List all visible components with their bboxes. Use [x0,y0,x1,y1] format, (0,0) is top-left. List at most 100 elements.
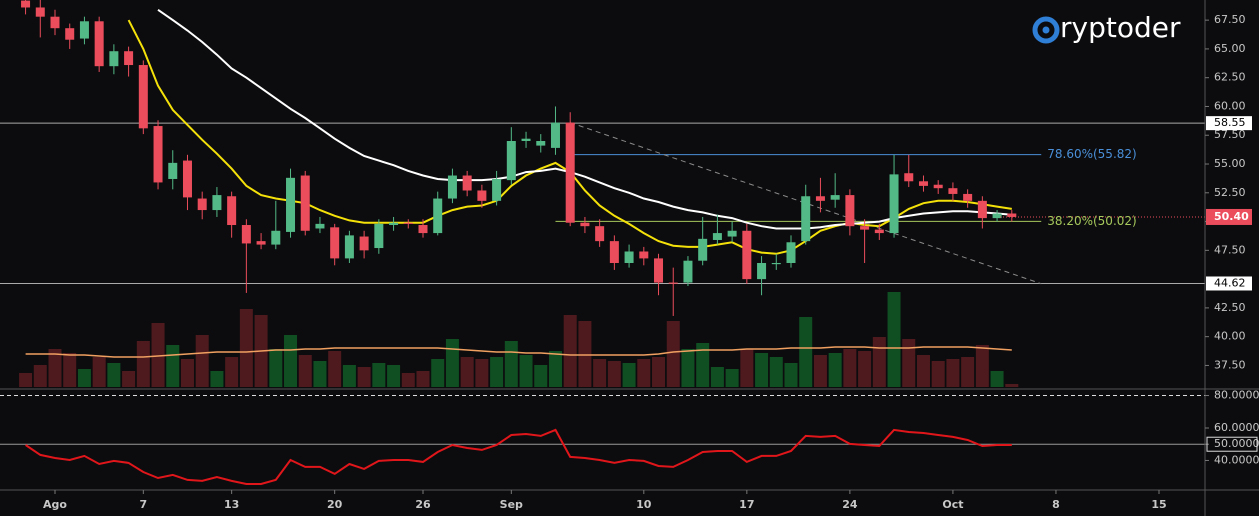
y-tick-label: 57.50 [1214,128,1246,141]
candle-body [79,21,89,39]
volume-bar [858,351,872,387]
candle-body [462,175,472,191]
volume-bar [828,353,842,387]
level-label-bg [1206,276,1252,291]
rsi-level-box [1206,436,1258,452]
candle-body [138,65,148,129]
logo: ryptoder [1032,11,1181,44]
y-tick-label: 67.50 [1214,13,1246,26]
logo-dot [1042,26,1050,34]
volume-bar [92,357,106,387]
y-tick-label: 52.50 [1214,186,1246,199]
volume-bar [563,315,577,387]
volume-bar [48,349,62,387]
volume-bar [799,317,813,387]
candle-body [94,21,104,67]
candle-body [727,230,737,237]
x-tick-label: 24 [842,498,858,511]
volume-bar [490,357,504,387]
candle-body [286,177,296,232]
volume-bar [372,363,386,387]
candle-body [227,196,237,226]
volume-bar [63,353,77,387]
x-tick-label: 10 [636,498,652,511]
volume-bar [593,359,607,387]
candle-body [963,193,973,201]
candle-body [50,16,60,29]
volume-bar [902,339,916,387]
candle-body [35,7,45,17]
candle-body [521,138,531,141]
candle-body [418,225,428,234]
volume-bar [107,363,121,387]
candle-body [447,175,457,199]
volume-bar [740,349,754,387]
volume-bar [180,359,194,387]
candle-body [109,51,119,67]
volume-bar [460,357,474,387]
candle-body [65,28,75,40]
y-tick-label: 37.50 [1214,358,1246,371]
candle-body [860,226,870,230]
volume-bar [19,373,33,387]
candle-body [757,263,767,280]
candle-body [698,238,708,261]
y-tick-label: 55.00 [1214,157,1246,170]
candle-body [580,222,590,227]
candle-body [1007,213,1017,217]
volume-bar [666,321,680,387]
volume-bar [210,371,224,387]
candle-body [624,251,634,264]
volume-bar [622,363,636,387]
candle-body [212,195,222,211]
volume-bar [401,373,415,387]
candle-body [168,162,178,179]
candle-body [565,122,575,223]
candle-body [992,213,1002,219]
candle-body [124,51,134,66]
candle-body [21,0,31,8]
volume-bar [652,357,666,387]
volume-bar [843,349,857,387]
volume-bar [931,361,945,387]
candle-body [609,241,619,264]
volume-bar [298,355,312,387]
rsi-tick-label: 50.0000 [1214,437,1259,450]
volume-bar [887,292,901,387]
volume-bar [328,351,342,387]
volume-bar [166,345,180,387]
trendline [570,122,1042,285]
fib-label: 38.20%(50.02) [1047,214,1136,228]
last-price-bg [1206,208,1252,225]
candle-body [271,230,281,245]
volume-bar [548,351,562,387]
volume-bar [151,323,165,387]
volume-bar [916,355,930,387]
level-label-bg [1206,116,1252,131]
candle-body [536,140,546,146]
candle-body [654,258,664,283]
candle-body [786,242,796,264]
candle-body [550,122,560,148]
candle-body [477,190,487,201]
candle-body [344,235,354,259]
volume-bar [710,367,724,387]
x-tick-label: 15 [1151,498,1166,511]
candle-body [330,227,340,259]
volume-bar [872,337,886,387]
candle-body [977,200,987,219]
y-tick-label: 40.00 [1214,330,1246,343]
volume-bar [975,345,989,387]
rsi-tick-label: 60.0000 [1214,421,1259,434]
candle-body [433,198,443,234]
volume-bar [239,309,253,387]
candle-body [742,230,752,280]
candle-body [492,178,502,201]
volume-bar [387,365,401,387]
rsi-tick-label: 40.0000 [1214,453,1259,466]
y-tick-label: 65.00 [1214,42,1246,55]
candle-body [256,241,266,245]
volume-bar [313,361,327,387]
x-tick-label: 8 [1052,498,1060,511]
volume-ma [25,346,1012,358]
